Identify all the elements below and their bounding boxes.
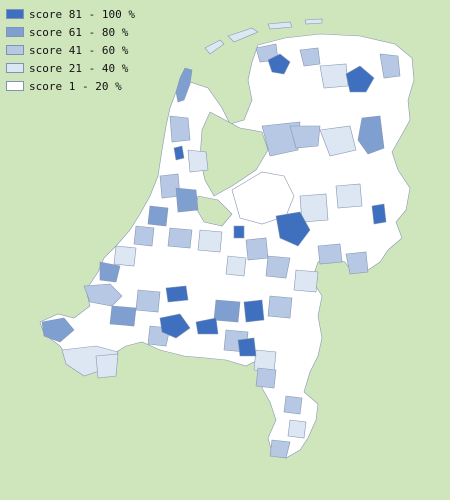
- municipality: [269, 439, 291, 459]
- map-legend: score 81 - 100 % score 61 - 80 % score 4…: [6, 5, 135, 95]
- legend-label: score 81 - 100 %: [29, 7, 135, 21]
- municipality: [187, 149, 209, 173]
- municipality: [213, 299, 241, 323]
- island-schiermonnikoog: [304, 18, 323, 25]
- legend-label: score 21 - 40 %: [29, 61, 129, 75]
- municipality: [173, 145, 185, 161]
- legend-swatch-41-60: [6, 45, 24, 55]
- municipality: [317, 243, 343, 265]
- municipality: [197, 229, 223, 253]
- municipality: [261, 121, 301, 157]
- municipality: [319, 63, 349, 89]
- municipality: [371, 203, 387, 225]
- legend-swatch-21-40: [6, 63, 24, 73]
- region-zeeland-walcheren: [41, 317, 75, 343]
- legend-swatch-61-80: [6, 27, 24, 37]
- municipality: [287, 419, 307, 439]
- legend-item: score 21 - 40 %: [6, 59, 135, 77]
- municipality: [135, 289, 161, 313]
- legend-item: score 1 - 20 %: [6, 77, 135, 95]
- region-flevoland: [231, 171, 295, 225]
- country-outline: [39, 33, 415, 459]
- island-vlieland: [204, 39, 225, 55]
- legend-swatch-81-100: [6, 9, 24, 19]
- municipality: [357, 115, 385, 155]
- municipality: [147, 205, 169, 227]
- municipality: [133, 225, 155, 247]
- municipality: [283, 395, 303, 415]
- legend-label: score 1 - 20 %: [29, 79, 122, 93]
- municipality: [233, 225, 245, 239]
- municipality: [345, 65, 375, 93]
- island-ameland: [267, 21, 293, 30]
- island-terschelling: [227, 27, 259, 43]
- municipality: [255, 367, 277, 389]
- municipality: [99, 261, 121, 283]
- municipality: [159, 313, 191, 339]
- municipality: [299, 47, 321, 67]
- region-zeeland-north: [83, 283, 123, 307]
- municipality: [175, 187, 199, 213]
- municipality: [265, 255, 291, 279]
- municipality: [293, 269, 319, 293]
- municipality: [267, 295, 293, 319]
- municipality: [165, 285, 189, 303]
- municipality: [245, 237, 269, 261]
- legend-label: score 41 - 60 %: [29, 43, 129, 57]
- municipality: [109, 305, 137, 327]
- municipality: [275, 211, 311, 247]
- legend-label: score 61 - 80 %: [29, 25, 129, 39]
- legend-item: score 81 - 100 %: [6, 5, 135, 23]
- municipality: [237, 337, 257, 357]
- municipality: [335, 183, 363, 209]
- legend-item: score 61 - 80 %: [6, 23, 135, 41]
- municipality: [345, 251, 369, 275]
- municipality: [113, 245, 137, 267]
- municipality: [169, 115, 191, 143]
- municipality: [319, 125, 357, 157]
- municipality: [225, 255, 247, 277]
- municipality: [167, 227, 193, 249]
- municipality: [299, 193, 329, 223]
- municipality: [95, 353, 119, 379]
- municipality: [379, 53, 401, 79]
- municipality: [243, 299, 265, 323]
- municipality: [267, 53, 291, 75]
- island-texel: [175, 67, 193, 103]
- municipality: [195, 317, 219, 335]
- legend-item: score 41 - 60 %: [6, 41, 135, 59]
- legend-swatch-1-20: [6, 81, 24, 91]
- municipality: [289, 125, 321, 149]
- lake-ijsselmeer: [199, 111, 269, 197]
